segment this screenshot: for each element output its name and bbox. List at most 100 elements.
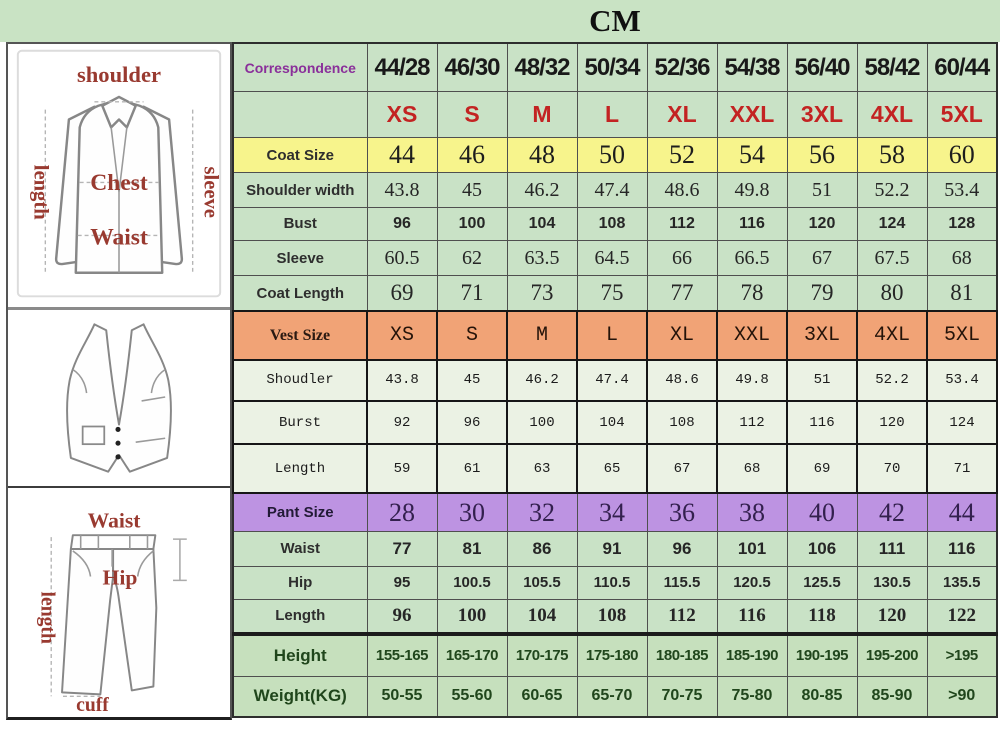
cell-vest-shoulder: 45 (436, 359, 508, 402)
cell-correspondence: 46/30 (436, 42, 508, 93)
cell-size-letters: S (436, 91, 508, 139)
row-label-height: Height (232, 631, 368, 677)
table-row-coat-size: Coat Size 44 46 48 50 52 54 56 58 60 (232, 137, 998, 174)
cell-vest-burst: 120 (856, 399, 928, 446)
cell-pant-size: 34 (576, 492, 648, 533)
table-row-pant-length: Length 96 100 104 108 112 116 118 120 122 (232, 598, 998, 635)
cell-pant-length: 100 (436, 598, 508, 635)
cell-hip: 120.5 (716, 565, 788, 600)
cell-coat-size: 54 (716, 137, 788, 174)
jacket-length-label: length (30, 165, 52, 221)
row-label-correspondence: Correspondence (232, 42, 368, 93)
cell-vest-burst: 116 (786, 399, 858, 446)
table-row-vest-length: Length 59 61 63 65 67 68 69 70 71 (232, 443, 998, 495)
row-label-shoulder-width: Shoulder width (232, 172, 368, 208)
cell-vest-shoulder: 49.8 (716, 359, 788, 402)
vest-sketch (65, 323, 173, 473)
cell-size-letters: M (506, 91, 578, 139)
table-row-sleeve: Sleeve 60.5 62 63.5 64.5 66 66.5 67 67.5 68 (232, 240, 998, 277)
row-label-hip: Hip (232, 565, 368, 600)
table-row-hip: Hip 95 100.5 105.5 110.5 115.5 120.5 125.5 130.5… (232, 565, 998, 600)
cell-vest-length: 68 (716, 443, 788, 495)
table-row-height: Height 155-165 165-170 170-175 175-180 180-18… (232, 631, 998, 677)
cell-waist: 77 (366, 531, 438, 567)
cell-sleeve: 66 (646, 240, 718, 277)
cell-bust: 124 (856, 206, 928, 242)
table-row-coat-length: Coat Length 69 71 73 75 77 78 79 80 81 (232, 275, 998, 312)
cell-shoulder-width: 51 (786, 172, 858, 208)
table-row-shoulder-width: Shoulder width 43.8 45 46.2 47.4 48.6 49.8 51 52… (232, 172, 998, 208)
pants-waist-label: Waist (88, 508, 142, 532)
cell-sleeve: 67 (786, 240, 858, 277)
cell-hip: 95 (366, 565, 438, 600)
cell-vest-size: XL (646, 310, 718, 362)
row-label-vest-length: Length (232, 443, 368, 495)
table-row-pant-size: Pant Size 28 30 32 34 36 38 40 42 44 (232, 492, 998, 533)
table-row-vest-shoulder: Shoudler 43.8 45 46.2 47.4 48.6 49.8 51 52.2 53.4 (232, 359, 998, 402)
cell-vest-size: XS (366, 310, 438, 362)
row-label-pant-length: Length (232, 598, 368, 635)
cell-vest-length: 69 (786, 443, 858, 495)
cell-pant-length: 104 (506, 598, 578, 635)
cell-pant-size: 36 (646, 492, 718, 533)
cell-bust: 108 (576, 206, 648, 242)
cell-vest-burst: 92 (366, 399, 438, 446)
cell-coat-size: 60 (926, 137, 998, 174)
jacket-waist-label: Waist (90, 224, 148, 250)
pants-cuff-label: cuff (76, 694, 109, 716)
cell-sleeve: 60.5 (366, 240, 438, 277)
cell-coat-length: 79 (786, 275, 858, 312)
cell-size-letters: 5XL (926, 91, 998, 139)
cell-coat-length: 69 (366, 275, 438, 312)
cell-vest-shoulder: 46.2 (506, 359, 578, 402)
cell-vest-length: 61 (436, 443, 508, 495)
vest-diagram (8, 310, 230, 488)
cell-vest-length: 65 (576, 443, 648, 495)
cell-vest-length: 71 (926, 443, 998, 495)
cell-vest-burst: 124 (926, 399, 998, 446)
cell-weight: 65-70 (576, 675, 648, 718)
cell-coat-length: 77 (646, 275, 718, 312)
cell-vest-burst: 112 (716, 399, 788, 446)
cell-size-letters: 4XL (856, 91, 928, 139)
cell-waist: 91 (576, 531, 648, 567)
cell-vest-size: L (576, 310, 648, 362)
cell-pant-size: 42 (856, 492, 928, 533)
cell-height: 170-175 (506, 631, 578, 677)
cell-weight: 50-55 (366, 675, 438, 718)
cell-weight: 85-90 (856, 675, 928, 718)
cell-sleeve: 63.5 (506, 240, 578, 277)
cell-vest-length: 63 (506, 443, 578, 495)
table-row-correspondence: Correspondence 44/28 46/30 48/32 50/34 52/36 5… (232, 42, 998, 93)
cell-bust: 116 (716, 206, 788, 242)
jacket-sleeve-label: sleeve (199, 166, 221, 218)
cell-coat-size: 50 (576, 137, 648, 174)
cell-vest-shoulder: 53.4 (926, 359, 998, 402)
cell-waist: 106 (786, 531, 858, 567)
cell-coat-size: 56 (786, 137, 858, 174)
cell-coat-length: 80 (856, 275, 928, 312)
cell-sleeve: 62 (436, 240, 508, 277)
cell-pant-size: 40 (786, 492, 858, 533)
row-label-pant-size: Pant Size (232, 492, 368, 533)
row-label-sleeve: Sleeve (232, 240, 368, 277)
cell-shoulder-width: 53.4 (926, 172, 998, 208)
cell-vest-shoulder: 52.2 (856, 359, 928, 402)
size-table: Correspondence 44/28 46/30 48/32 50/34 52/36 5… (232, 42, 998, 718)
cell-shoulder-width: 43.8 (366, 172, 438, 208)
cell-waist: 101 (716, 531, 788, 567)
cell-weight: >90 (926, 675, 998, 718)
cell-bust: 100 (436, 206, 508, 242)
cell-hip: 135.5 (926, 565, 998, 600)
cell-coat-size: 52 (646, 137, 718, 174)
cell-hip: 130.5 (856, 565, 928, 600)
cell-pant-length: 96 (366, 598, 438, 635)
cell-vest-shoulder: 48.6 (646, 359, 718, 402)
cell-coat-size: 46 (436, 137, 508, 174)
cell-sleeve: 66.5 (716, 240, 788, 277)
row-label-weight: Weight(KG) (232, 675, 368, 718)
cell-vest-shoulder: 51 (786, 359, 858, 402)
cell-vest-size: XXL (716, 310, 788, 362)
table-row-bust: Bust 96 100 104 108 112 116 120 124 128 (232, 206, 998, 242)
